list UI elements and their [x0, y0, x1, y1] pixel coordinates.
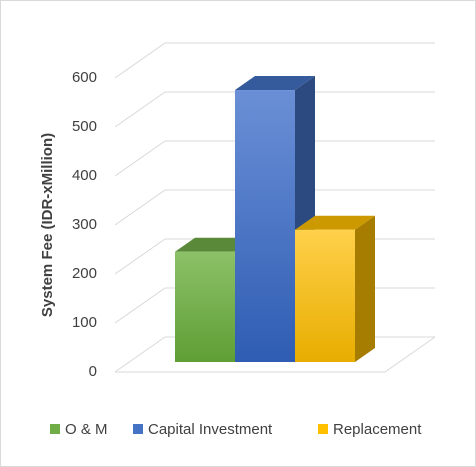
grid-line: [114, 238, 166, 275]
grid-line: [114, 140, 166, 177]
y-tick-label: 0: [89, 363, 97, 380]
y-tick-label: 500: [72, 118, 97, 135]
y-tick-label: 200: [72, 265, 97, 282]
y-tick-label: 100: [72, 314, 97, 331]
grid-line: [114, 42, 166, 79]
y-axis-title: System Fee (IDR-xMillion): [39, 133, 56, 317]
legend-label: Capital Investment: [148, 421, 273, 438]
floor-edge: [384, 336, 436, 373]
bar-front: [175, 251, 235, 362]
bar-top: [295, 215, 375, 230]
bar-front: [295, 229, 355, 362]
grid-line: [114, 91, 166, 128]
legend-swatch: [50, 424, 60, 434]
bar: [235, 76, 315, 363]
y-tick-label: 600: [72, 69, 97, 86]
bar-front: [235, 90, 295, 363]
grid-line: [114, 189, 166, 226]
bar: [295, 215, 375, 362]
y-tick-label: 400: [72, 167, 97, 184]
legend-label: O & M: [65, 421, 108, 438]
grid-line: [114, 287, 166, 324]
bar-top: [235, 76, 315, 91]
legend-label: Replacement: [333, 421, 422, 438]
legend-swatch: [318, 424, 328, 434]
y-tick-label: 300: [72, 216, 97, 233]
legend-swatch: [133, 424, 143, 434]
bar-side: [355, 215, 375, 362]
grid-line: [114, 336, 166, 373]
